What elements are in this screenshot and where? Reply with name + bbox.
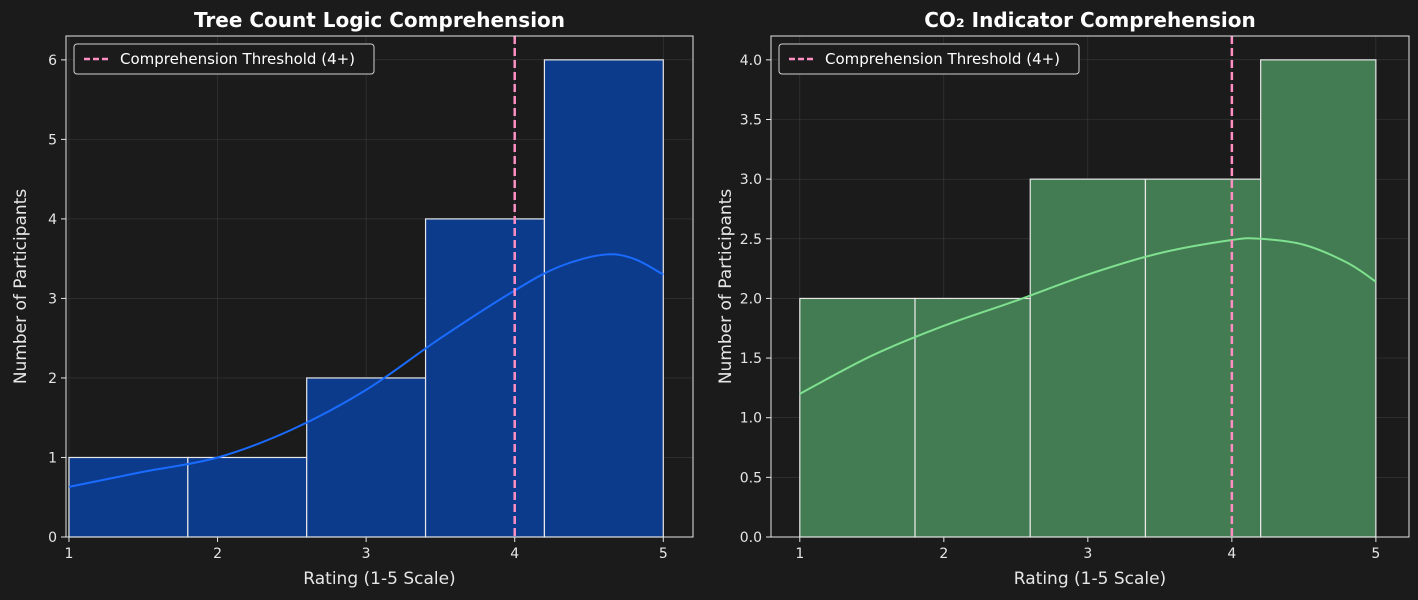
histogram-bar (424, 218, 546, 538)
y-tick-label: 3.5 (740, 113, 762, 129)
y-tick-label: 5 (48, 132, 57, 148)
legend-label: Comprehension Threshold (4+) (120, 50, 355, 68)
x-tick-label: 5 (659, 546, 668, 562)
histogram-bar (799, 297, 916, 538)
x-axis-label: Rating (1-5 Scale) (303, 569, 455, 589)
x-axis-label: Rating (1-5 Scale) (1014, 569, 1166, 589)
histogram-bar (68, 456, 189, 538)
y-tick-label: 1 (48, 450, 57, 466)
histogram-bar (1144, 178, 1262, 538)
x-tick-label: 2 (939, 546, 948, 562)
histogram-bar (914, 297, 1031, 538)
x-tick-label: 1 (795, 546, 804, 562)
x-tick-label: 3 (1083, 546, 1092, 562)
y-tick-label: 0.0 (740, 530, 762, 546)
y-axis-label: Number of Participants (716, 189, 736, 384)
y-tick-label: 0 (48, 530, 57, 546)
axes-frame (65, 35, 694, 538)
y-tick-label: 4.0 (740, 53, 762, 69)
x-tick-label: 4 (1227, 546, 1236, 562)
x-tick-label: 2 (213, 546, 222, 562)
chart-title: CO₂ Indicator Comprehension (924, 8, 1256, 32)
x-tick-label: 4 (510, 546, 519, 562)
y-tick-label: 3.0 (740, 172, 762, 188)
kde-curve (68, 253, 664, 488)
legend: Comprehension Threshold (4+) (73, 43, 375, 75)
y-tick-label: 2 (48, 371, 57, 387)
x-tick-label: 1 (65, 546, 74, 562)
y-tick-label: 2.0 (740, 291, 762, 307)
histogram-bar (1260, 59, 1377, 538)
y-tick-label: 0.5 (740, 470, 762, 486)
legend: Comprehension Threshold (4+) (778, 43, 1080, 75)
kde-curve (799, 237, 1377, 395)
legend-box (778, 43, 1080, 75)
y-axis-label: Number of Participants (11, 189, 31, 384)
chart-title: Tree Count Logic Comprehension (194, 8, 565, 32)
y-tick-label: 4 (48, 212, 57, 228)
y-tick-label: 6 (48, 53, 57, 69)
y-tick-label: 1.0 (740, 411, 762, 427)
histogram-bar (187, 456, 308, 538)
axes-frame (770, 35, 1410, 538)
y-tick-label: 2.5 (740, 232, 762, 248)
y-tick-label: 3 (48, 291, 57, 307)
x-tick-label: 3 (362, 546, 371, 562)
histogram-bar (1029, 178, 1147, 538)
legend-label: Comprehension Threshold (4+) (825, 50, 1060, 68)
chart-panel-2: 1 2 3 4 5 0.0 0.5 1.0 1.5 2.0 2.5 3.0 3.5 4.0 CO₂ Indi… (716, 8, 1410, 589)
x-tick-label: 5 (1371, 546, 1380, 562)
y-tick-label: 1.5 (740, 351, 762, 367)
legend-box (73, 43, 375, 75)
histogram-bar (543, 59, 664, 538)
histogram-bar (306, 377, 427, 538)
